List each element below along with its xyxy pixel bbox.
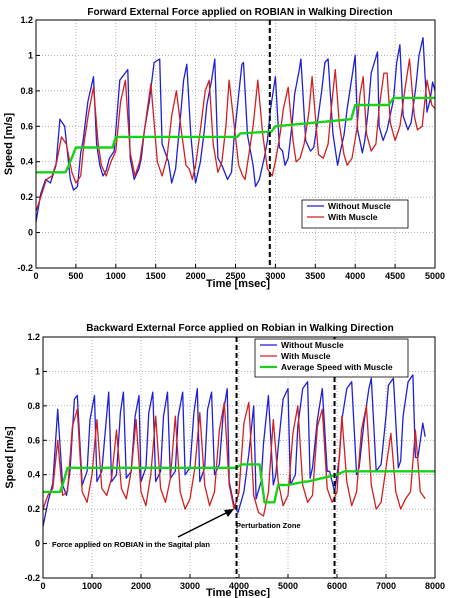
legend-label: With Muscle: [328, 212, 378, 222]
x-tick-label: 0: [33, 271, 38, 281]
y-tick-label: 0: [35, 539, 40, 549]
x-tick-label: 3000: [180, 581, 200, 591]
annotation-perturbation: Perturbation Zone: [236, 521, 301, 530]
legend-label: Without Muscle: [281, 340, 344, 350]
y-tick-label: 0.4: [27, 470, 40, 480]
annotation-arrow-line: [177, 511, 229, 538]
x-tick-label: 4000: [345, 271, 365, 281]
y-tick-label: 1: [35, 366, 40, 376]
x-tick-label: 4000: [229, 581, 249, 591]
y-tick-label: 0.2: [20, 192, 33, 202]
x-tick-label: 0: [40, 581, 45, 591]
y-tick-label: 0.8: [20, 86, 33, 96]
y-tick-label: 0.6: [20, 121, 33, 131]
x-tick-label: 6000: [327, 581, 347, 591]
annotation-arrow-head: [224, 509, 234, 517]
y-tick-label: 1.2: [20, 15, 33, 25]
y-tick-label: -0.2: [24, 573, 40, 583]
series-average-speed-line: [36, 96, 435, 174]
legend-label: Without Muscle: [328, 201, 391, 211]
chart-1: 0 500 1000 1500 2000 2500 3000 3500 4000 4500 5000…: [3, 7, 445, 290]
y-tick-label: 1.2: [27, 332, 40, 342]
legend-label: Average Speed with Muscle: [281, 362, 393, 372]
legend-box: [301, 199, 409, 229]
legend-label: With Muscle: [281, 351, 331, 361]
x-tick-label: 8000: [425, 581, 445, 591]
x-tick-label: 4500: [385, 271, 405, 281]
y-tick-label: -0.2: [17, 263, 33, 273]
x-tick-label: 1500: [146, 271, 166, 281]
y-tick-label: 1: [28, 50, 33, 60]
y-tick-label: 0.4: [20, 157, 33, 167]
y-tick-label: 0.8: [27, 401, 40, 411]
y-tick-label: 0: [28, 228, 33, 238]
x-tick-label: 1000: [82, 581, 102, 591]
y-tick-label: 0.2: [27, 504, 40, 514]
x-tick-label: 500: [68, 271, 83, 281]
series-without-muscle-line: [35, 37, 436, 223]
annotation-force: Force applied on ROBIAN in the Sagital p…: [52, 540, 210, 549]
x-tick-label: 5000: [425, 271, 445, 281]
chart-title: Forward External Force applied on ROBIAN…: [87, 7, 392, 18]
legend-box: [254, 338, 409, 378]
x-tick-label: 5000: [278, 581, 298, 591]
series-with-muscle-line: [35, 58, 436, 212]
x-tick-label: 3500: [305, 271, 325, 281]
y-tick-label: 0.6: [27, 435, 40, 445]
x-tick-label: 2000: [131, 581, 151, 591]
x-tick-label: 2000: [186, 271, 206, 281]
x-tick-label: 3000: [265, 271, 285, 281]
chart-2: 0 1000 2000 3000 4000 5000 6000 7000 8000-0.200.…: [4, 323, 445, 598]
series-average-speed-with-muscle-line: [43, 463, 435, 504]
y-axis-label: Speed [m/s]: [4, 426, 16, 489]
x-axis-label: Time [msec]: [206, 587, 270, 598]
x-axis-label: Time [msec]: [206, 278, 270, 290]
x-tick-label: 1000: [106, 271, 126, 281]
x-tick-label: 2500: [225, 271, 245, 281]
chart-title: Backward External Force applied on Robia…: [86, 323, 393, 334]
y-axis-label: Speed [m/s]: [3, 112, 15, 175]
series-with-muscle-line: [42, 401, 426, 517]
x-tick-label: 7000: [376, 581, 396, 591]
